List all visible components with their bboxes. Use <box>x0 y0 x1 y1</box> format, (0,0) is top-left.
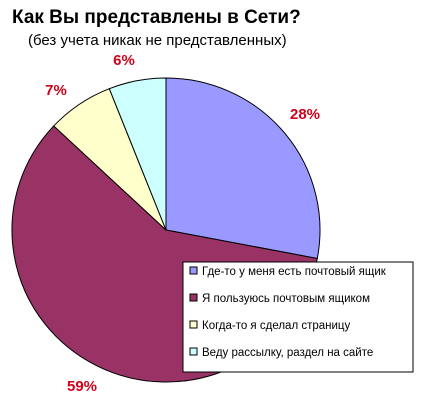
legend-swatch <box>189 266 198 275</box>
pie-slice <box>108 77 167 231</box>
data-label: 59% <box>67 378 97 395</box>
legend: Где-то у меня есть почтовый ящик Я пользу… <box>182 261 414 373</box>
legend-swatch <box>189 347 198 356</box>
chart-subtitle: (без учета никак не представленных) <box>28 32 287 49</box>
legend-swatch <box>189 293 198 302</box>
chart-title: Как Вы представлены в Сети? <box>12 7 301 28</box>
legend-label: Веду рассылку, раздел на сайте <box>202 347 373 359</box>
data-label: 28% <box>290 106 320 123</box>
legend-label: Где-то у меня есть почтовый ящик <box>202 266 387 278</box>
pie-slice <box>165 77 321 260</box>
legend-label: Когда-то я сделал страницу <box>202 320 351 332</box>
data-label: 6% <box>113 52 135 69</box>
legend-label: Я пользуюсь почтовым ящиком <box>202 293 370 305</box>
data-labels: 28% 59% 7% 6% <box>45 52 320 395</box>
legend-box <box>182 261 414 373</box>
legend-swatch <box>189 320 198 329</box>
data-label: 7% <box>45 82 67 99</box>
